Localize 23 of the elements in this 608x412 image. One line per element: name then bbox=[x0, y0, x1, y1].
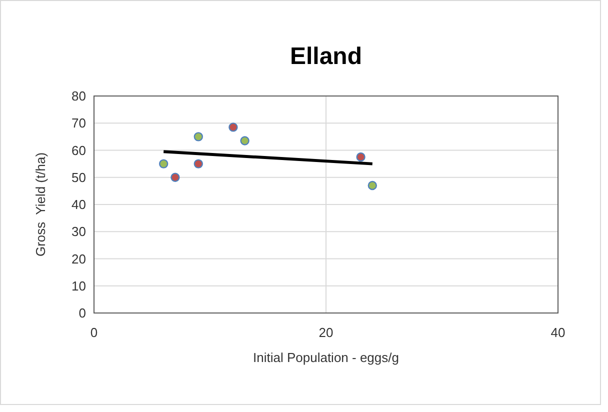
point bbox=[194, 159, 203, 168]
x-axis-title: Initial Population - eggs/g bbox=[253, 350, 399, 365]
y-tick-label: 0 bbox=[78, 306, 86, 321]
x-tick-label: 0 bbox=[90, 325, 98, 340]
y-tick-label: 20 bbox=[72, 251, 86, 266]
point bbox=[240, 136, 250, 146]
chart-title: Elland bbox=[290, 43, 362, 70]
point bbox=[194, 132, 203, 142]
point bbox=[170, 172, 180, 182]
y-tick-label: 60 bbox=[72, 142, 86, 158]
point bbox=[228, 122, 238, 132]
y-axis-title: Gross Yield (t/ha) bbox=[33, 152, 48, 257]
y-tick-label: 80 bbox=[72, 88, 86, 104]
x-tick-label: 20 bbox=[318, 325, 334, 340]
x-tick-label: 40 bbox=[550, 325, 566, 340]
point bbox=[368, 180, 377, 190]
y-tick-label: 30 bbox=[72, 224, 86, 240]
y-tick-label: 10 bbox=[72, 278, 86, 294]
point bbox=[159, 159, 168, 168]
y-tick-label: 40 bbox=[72, 197, 86, 212]
point bbox=[356, 152, 366, 162]
y-tick-label: 70 bbox=[72, 116, 86, 131]
y-tick-label: 50 bbox=[72, 170, 86, 185]
